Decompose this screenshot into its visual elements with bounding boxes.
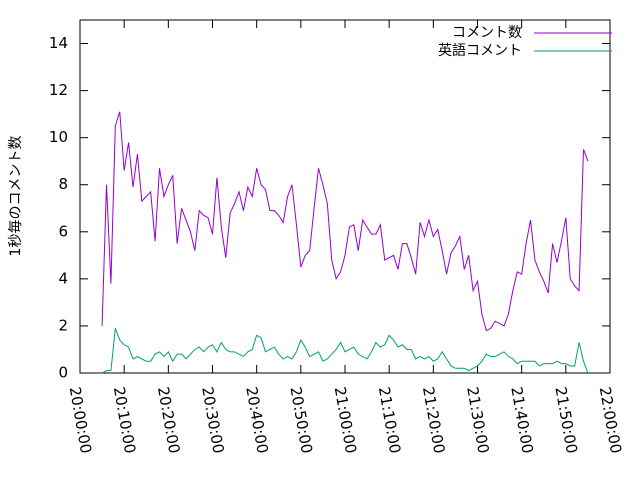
x-tick-label: 21:00:00 [331,385,360,454]
y-tick-label: 14 [49,34,68,52]
y-tick-label: 12 [49,81,68,99]
y-tick-label: 0 [58,364,68,382]
series-line [101,328,589,374]
y-tick-label: 2 [58,316,68,334]
y-axis-label: 1秒毎のコメント数 [8,136,24,257]
plot-frame [79,19,611,374]
x-tick-label: 21:30:00 [463,385,492,454]
x-tick-label: 21:20:00 [419,385,448,454]
y-tick-label: 8 [58,175,68,193]
x-tick-label: 20:40:00 [242,385,271,454]
legend-label: コメント数 [452,25,522,41]
series-line [101,111,589,332]
x-tick-label: 20:00:00 [66,385,95,454]
x-tick-label: 21:10:00 [375,385,404,454]
x-tick-label: 20:50:00 [286,385,315,454]
y-tick-label: 4 [58,269,68,287]
x-tick-label: 20:10:00 [110,385,139,454]
x-tick-label: 20:30:00 [198,385,227,454]
y-tick-label: 6 [58,222,68,240]
x-tick-label: 21:50:00 [551,385,580,454]
legend-label: 英語コメント [438,42,522,59]
x-tick-label: 22:00:00 [596,385,625,454]
y-tick-label: 10 [49,128,68,146]
x-tick-label: 21:40:00 [507,385,536,454]
x-tick-label: 20:20:00 [154,385,183,454]
